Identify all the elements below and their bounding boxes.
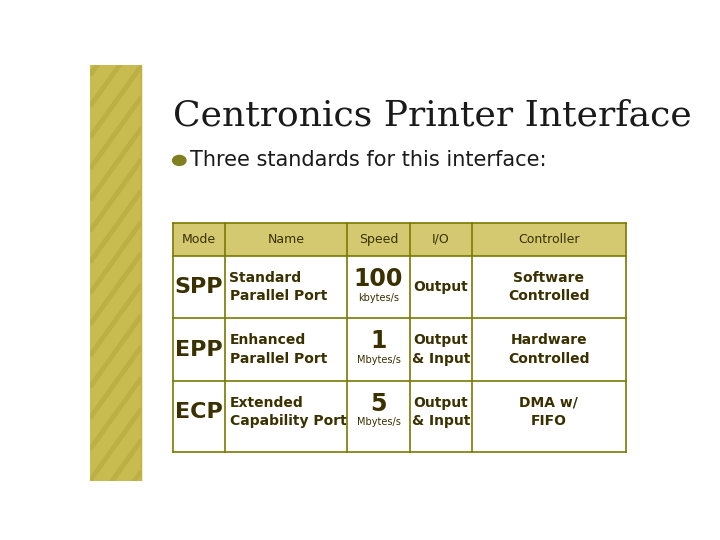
Text: Hardware: Hardware — [510, 334, 587, 347]
Text: Controller: Controller — [518, 233, 580, 246]
Text: 1: 1 — [370, 329, 387, 353]
Text: DMA w/: DMA w/ — [519, 396, 578, 410]
Text: FIFO: FIFO — [531, 414, 567, 428]
Text: Output: Output — [413, 280, 468, 294]
Bar — [173, 223, 626, 453]
Text: Standard: Standard — [230, 271, 302, 285]
Text: Controlled: Controlled — [508, 352, 590, 366]
Text: Enhanced: Enhanced — [230, 334, 306, 347]
Bar — [90, 65, 141, 481]
Text: ECP: ECP — [175, 402, 222, 422]
Text: Output: Output — [413, 396, 468, 410]
Text: Software: Software — [513, 271, 584, 285]
Text: I/O: I/O — [432, 233, 450, 246]
Text: SPP: SPP — [174, 277, 223, 297]
Text: Mbytes/s: Mbytes/s — [356, 417, 400, 427]
Text: & Input: & Input — [412, 414, 470, 428]
Text: Controlled: Controlled — [508, 289, 590, 303]
Text: & Input: & Input — [412, 352, 470, 366]
Text: kbytes/s: kbytes/s — [358, 293, 399, 302]
Text: Capability Port: Capability Port — [230, 414, 346, 428]
Circle shape — [173, 156, 186, 165]
Text: Extended: Extended — [230, 396, 303, 410]
Bar — [173, 223, 626, 256]
Text: 5: 5 — [370, 392, 387, 416]
Text: Parallel Port: Parallel Port — [230, 289, 327, 303]
Text: Speed: Speed — [359, 233, 398, 246]
Text: Mbytes/s: Mbytes/s — [356, 355, 400, 365]
Text: 100: 100 — [354, 267, 403, 291]
Text: Centronics Printer Interface: Centronics Printer Interface — [173, 98, 691, 132]
Text: EPP: EPP — [175, 340, 222, 360]
Text: Mode: Mode — [181, 233, 216, 246]
Text: Three standards for this interface:: Three standards for this interface: — [190, 151, 547, 171]
Text: Name: Name — [267, 233, 305, 246]
Text: Parallel Port: Parallel Port — [230, 352, 327, 366]
Text: Output: Output — [413, 334, 468, 347]
